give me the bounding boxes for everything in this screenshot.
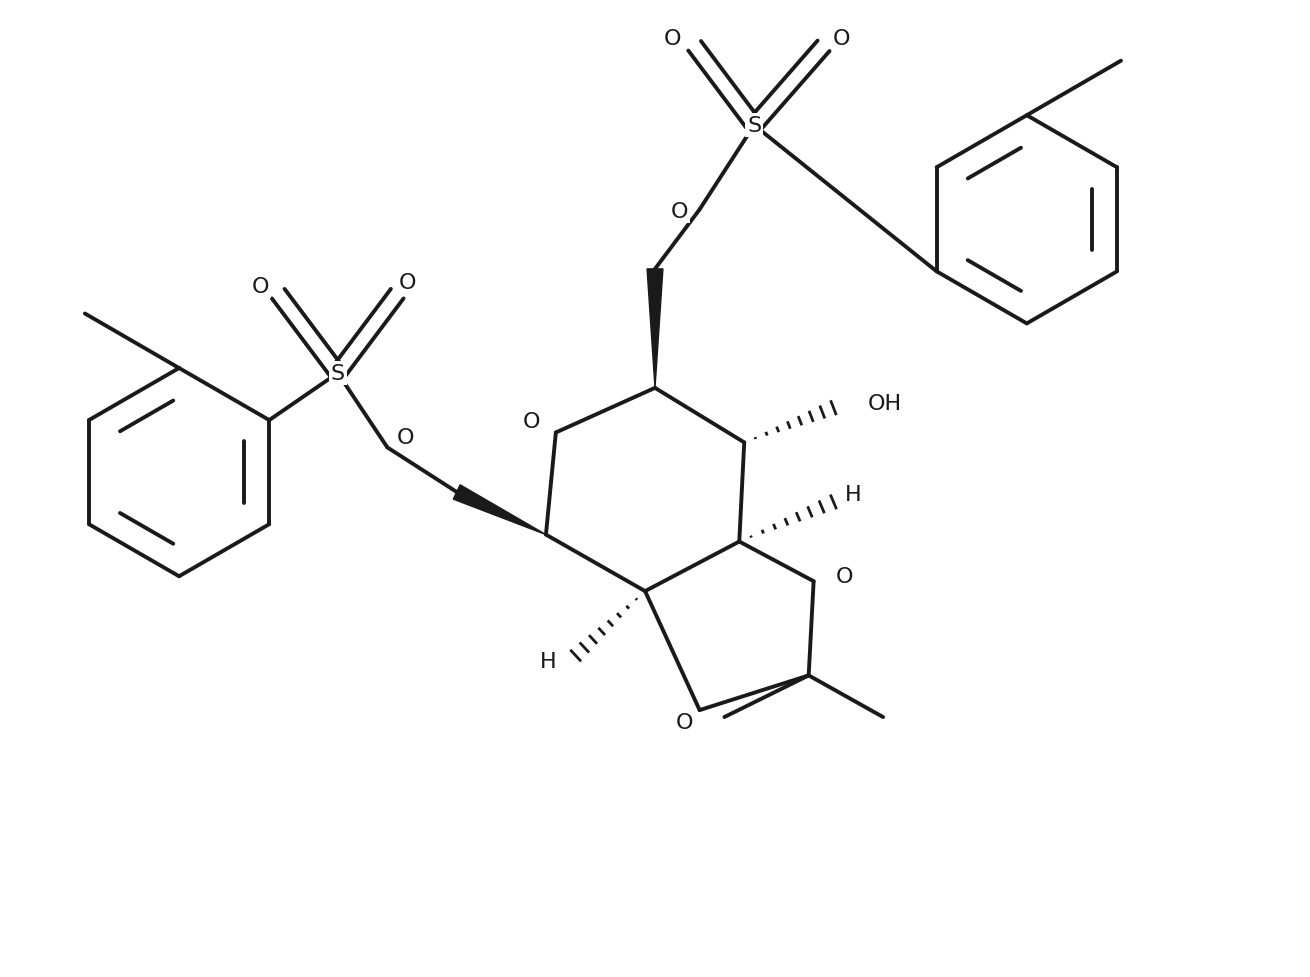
Text: O: O — [671, 202, 689, 222]
Polygon shape — [453, 486, 546, 535]
Text: O: O — [833, 29, 850, 49]
Text: S: S — [330, 363, 345, 384]
Text: H: H — [845, 485, 862, 504]
Text: OH: OH — [869, 394, 903, 413]
Text: O: O — [664, 29, 681, 49]
Text: O: O — [523, 411, 540, 431]
Text: O: O — [398, 273, 415, 292]
Text: O: O — [676, 712, 693, 732]
Text: O: O — [252, 276, 269, 296]
Text: H: H — [540, 651, 557, 671]
Text: O: O — [836, 567, 853, 586]
Polygon shape — [647, 270, 663, 389]
Text: S: S — [747, 116, 761, 136]
Text: O: O — [397, 428, 414, 448]
